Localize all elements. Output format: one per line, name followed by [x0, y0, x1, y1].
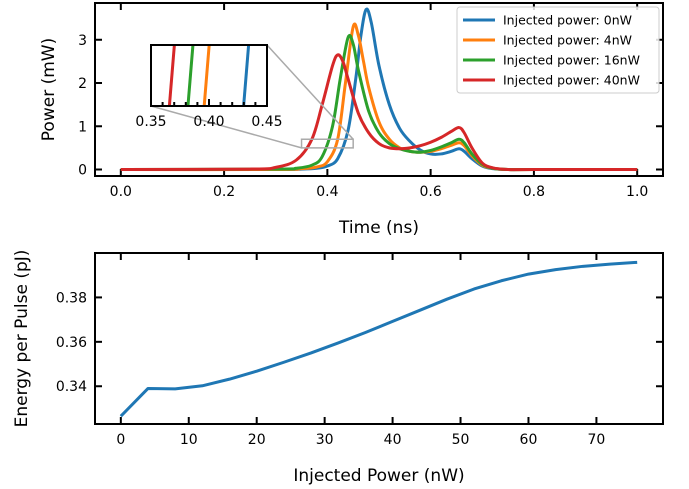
- inset-series-line-3: [167, 44, 176, 107]
- power-chart-x-tick-label: 0.4: [316, 184, 338, 200]
- energy-chart-y-tick-label: 0.34: [56, 379, 87, 395]
- inset-zoom-plot: 0.35 0.40 0.45: [135, 44, 283, 130]
- energy-chart-x-axis-label: Injected Power (nW): [293, 466, 464, 486]
- zoom-connector-line: [266, 44, 354, 140]
- energy-chart-x-tick-label: 60: [520, 432, 538, 448]
- energy-chart-y-tick-label: 0.36: [56, 335, 87, 351]
- power-chart-x-axis-label: Time (ns): [338, 218, 419, 238]
- energy-series-line-0: [119, 260, 638, 418]
- inset-zoom-indicator: [150, 44, 354, 149]
- energy-chart-x-tick-label: 10: [180, 432, 198, 448]
- inset-frame: [150, 44, 268, 107]
- power-chart-x-tick-label: 0.6: [420, 184, 442, 200]
- energy-chart-y-tick-label: 0.38: [56, 290, 87, 306]
- energy-chart: 0 10 20 30 40 50 60 70 0.34 0.36 0.38 Injected Pow…: [12, 250, 664, 486]
- energy-chart-y-axis-label: Energy per Pulse (pJ): [12, 250, 32, 428]
- inset-series-line-1: [202, 44, 211, 107]
- inset-x-tick-label: 0.40: [193, 114, 224, 130]
- inset-x-tick-label: 0.45: [251, 114, 282, 130]
- energy-chart-x-tick-label: 70: [588, 432, 606, 448]
- legend-label: Injected power: 16nW: [503, 53, 640, 68]
- energy-chart-x-tick-label: 20: [248, 432, 266, 448]
- power-chart-y-tick-label: 3: [78, 33, 87, 49]
- power-chart-y-axis-label: Power (mW): [39, 38, 59, 141]
- power-chart-x-tick-label: 0.2: [213, 184, 235, 200]
- power-chart-legend: Injected power: 0nW Injected power: 4nW In…: [456, 6, 660, 94]
- energy-chart-x-tick-label: 40: [384, 432, 402, 448]
- zoom-region-box: [300, 138, 354, 149]
- legend-label: Injected power: 0nW: [503, 13, 632, 28]
- power-series-line-3: [120, 53, 638, 172]
- power-chart-y-tick-label: 0: [78, 163, 87, 179]
- inset-series-line-0: [242, 44, 251, 107]
- energy-chart-x-tick-label: 0: [116, 432, 125, 448]
- zoom-connector-line: [150, 105, 302, 149]
- power-chart-frame: [94, 2, 664, 177]
- energy-chart-frame: [94, 252, 664, 425]
- power-chart-x-tick-label: 1.0: [626, 184, 648, 200]
- inset-series-line-2: [186, 44, 195, 107]
- energy-chart-x-tick-label: 50: [452, 432, 470, 448]
- power-chart: 0.0 0.2 0.4 0.6 0.8 1.0 0 1 2 3 Time (ns) Power (…: [39, 2, 664, 238]
- legend-label: Injected power: 40nW: [503, 73, 640, 88]
- inset-x-tick-label: 0.35: [135, 114, 166, 130]
- power-chart-x-tick-label: 0.8: [523, 184, 545, 200]
- power-chart-x-tick-label: 0.0: [110, 184, 132, 200]
- power-chart-y-tick-label: 2: [78, 76, 87, 92]
- legend-label: Injected power: 4nW: [503, 33, 632, 48]
- energy-chart-x-tick-label: 30: [316, 432, 334, 448]
- power-chart-y-tick-label: 1: [78, 119, 87, 135]
- legend-box: [456, 6, 660, 94]
